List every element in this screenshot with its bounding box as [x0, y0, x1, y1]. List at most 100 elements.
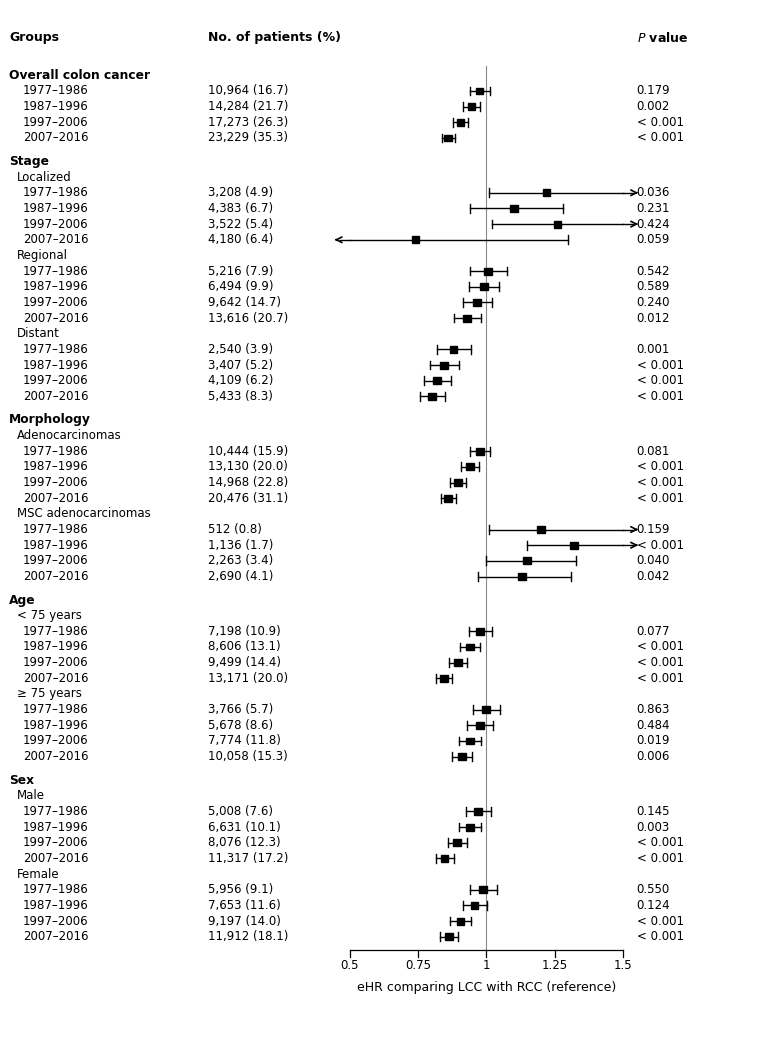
Text: 7,198 (10.9): 7,198 (10.9) [208, 625, 281, 637]
Text: 2007–2016: 2007–2016 [23, 930, 88, 944]
Text: 6,631 (10.1): 6,631 (10.1) [208, 821, 281, 834]
Text: 4,383 (6.7): 4,383 (6.7) [208, 202, 273, 215]
Text: < 0.001: < 0.001 [637, 461, 684, 473]
Text: 0.863: 0.863 [637, 703, 670, 716]
Text: 0.231: 0.231 [637, 202, 671, 215]
Text: 4,180 (6.4): 4,180 (6.4) [208, 234, 273, 246]
Text: 1.5: 1.5 [614, 959, 632, 973]
Text: 2007–2016: 2007–2016 [23, 390, 88, 403]
Text: 1997–2006: 1997–2006 [23, 914, 88, 928]
Text: 0.424: 0.424 [637, 218, 671, 230]
Text: 2007–2016: 2007–2016 [23, 672, 88, 685]
Text: 8,606 (13.1): 8,606 (13.1) [208, 640, 280, 654]
Text: MSC adenocarcinomas: MSC adenocarcinomas [17, 508, 151, 520]
Text: < 0.001: < 0.001 [637, 914, 684, 928]
Text: < 75 years: < 75 years [17, 609, 82, 622]
Text: 1997–2006: 1997–2006 [23, 656, 88, 670]
Text: 3,208 (4.9): 3,208 (4.9) [208, 186, 273, 199]
Text: 0.75: 0.75 [405, 959, 431, 973]
Text: < 0.001: < 0.001 [637, 640, 684, 654]
Text: 10,444 (15.9): 10,444 (15.9) [208, 444, 288, 458]
Text: 0.5: 0.5 [341, 959, 359, 973]
Text: 0.159: 0.159 [637, 523, 671, 536]
Text: 2007–2016: 2007–2016 [23, 492, 88, 504]
Text: 3,766 (5.7): 3,766 (5.7) [208, 703, 273, 716]
Text: 1997–2006: 1997–2006 [23, 218, 88, 230]
Text: 1977–1986: 1977–1986 [23, 703, 89, 716]
Text: 2007–2016: 2007–2016 [23, 234, 88, 246]
Text: 0.484: 0.484 [637, 718, 671, 732]
Text: < 0.001: < 0.001 [637, 375, 684, 387]
Text: 3,522 (5.4): 3,522 (5.4) [208, 218, 273, 230]
Text: 11,912 (18.1): 11,912 (18.1) [208, 930, 288, 944]
Text: 1987–1996: 1987–1996 [23, 280, 89, 294]
Text: 1997–2006: 1997–2006 [23, 375, 88, 387]
Text: 0.145: 0.145 [637, 804, 671, 818]
Text: 1977–1986: 1977–1986 [23, 804, 89, 818]
Text: 0.042: 0.042 [637, 570, 671, 583]
Text: 13,130 (20.0): 13,130 (20.0) [208, 461, 288, 473]
Text: 1987–1996: 1987–1996 [23, 539, 89, 551]
Text: 7,653 (11.6): 7,653 (11.6) [208, 899, 281, 912]
Text: 1997–2006: 1997–2006 [23, 837, 88, 849]
Text: 0.003: 0.003 [637, 821, 670, 834]
Text: 11,317 (17.2): 11,317 (17.2) [208, 852, 288, 865]
Text: < 0.001: < 0.001 [637, 539, 684, 551]
Text: 10,964 (16.7): 10,964 (16.7) [208, 84, 288, 98]
Text: 20,476 (31.1): 20,476 (31.1) [208, 492, 288, 504]
Text: < 0.001: < 0.001 [637, 390, 684, 403]
Text: 0.081: 0.081 [637, 444, 670, 458]
Text: 0.006: 0.006 [637, 750, 670, 763]
Text: < 0.001: < 0.001 [637, 672, 684, 685]
Text: Regional: Regional [17, 249, 68, 262]
Text: 1997–2006: 1997–2006 [23, 296, 88, 309]
Text: 1987–1996: 1987–1996 [23, 640, 89, 654]
Text: 1997–2006: 1997–2006 [23, 554, 88, 568]
Text: 0.019: 0.019 [637, 735, 671, 747]
Text: 5,956 (9.1): 5,956 (9.1) [208, 883, 273, 896]
Text: 0.002: 0.002 [637, 100, 670, 113]
Text: 1997–2006: 1997–2006 [23, 735, 88, 747]
Text: 1: 1 [483, 959, 490, 973]
Text: 1,136 (1.7): 1,136 (1.7) [208, 539, 273, 551]
Text: No. of patients (%): No. of patients (%) [208, 31, 341, 45]
Text: 5,433 (8.3): 5,433 (8.3) [208, 390, 272, 403]
Text: 0.001: 0.001 [637, 343, 670, 356]
Text: Morphology: Morphology [9, 413, 91, 427]
Text: 13,616 (20.7): 13,616 (20.7) [208, 311, 288, 325]
Text: Age: Age [9, 594, 36, 606]
Text: 1987–1996: 1987–1996 [23, 202, 89, 215]
Text: 1.25: 1.25 [541, 959, 568, 973]
Text: 23,229 (35.3): 23,229 (35.3) [208, 132, 288, 144]
Text: 1987–1996: 1987–1996 [23, 358, 89, 372]
Text: 4,109 (6.2): 4,109 (6.2) [208, 375, 273, 387]
Text: 0.124: 0.124 [637, 899, 671, 912]
Text: 7,774 (11.8): 7,774 (11.8) [208, 735, 281, 747]
Text: Overall colon cancer: Overall colon cancer [9, 69, 151, 82]
Text: $\mathit{P}$ value: $\mathit{P}$ value [637, 31, 688, 45]
Text: 14,968 (22.8): 14,968 (22.8) [208, 476, 288, 489]
Text: 8,076 (12.3): 8,076 (12.3) [208, 837, 280, 849]
Text: < 0.001: < 0.001 [637, 852, 684, 865]
Text: 2007–2016: 2007–2016 [23, 311, 88, 325]
Text: 0.542: 0.542 [637, 265, 671, 277]
Text: 1997–2006: 1997–2006 [23, 476, 88, 489]
Text: Stage: Stage [9, 155, 49, 168]
Text: 1987–1996: 1987–1996 [23, 100, 89, 113]
Text: 5,216 (7.9): 5,216 (7.9) [208, 265, 273, 277]
Text: 2,263 (3.4): 2,263 (3.4) [208, 554, 273, 568]
Text: 0.040: 0.040 [637, 554, 670, 568]
Text: 1997–2006: 1997–2006 [23, 116, 88, 129]
Text: 1977–1986: 1977–1986 [23, 883, 89, 896]
Text: Localized: Localized [17, 170, 72, 184]
Text: 0.036: 0.036 [637, 186, 670, 199]
Text: Female: Female [17, 868, 59, 880]
Text: 1987–1996: 1987–1996 [23, 821, 89, 834]
Text: 2007–2016: 2007–2016 [23, 750, 88, 763]
Text: 2,690 (4.1): 2,690 (4.1) [208, 570, 273, 583]
Text: 5,008 (7.6): 5,008 (7.6) [208, 804, 273, 818]
Text: < 0.001: < 0.001 [637, 492, 684, 504]
Text: 512 (0.8): 512 (0.8) [208, 523, 261, 536]
Text: Adenocarcinomas: Adenocarcinomas [17, 429, 122, 442]
Text: < 0.001: < 0.001 [637, 132, 684, 144]
